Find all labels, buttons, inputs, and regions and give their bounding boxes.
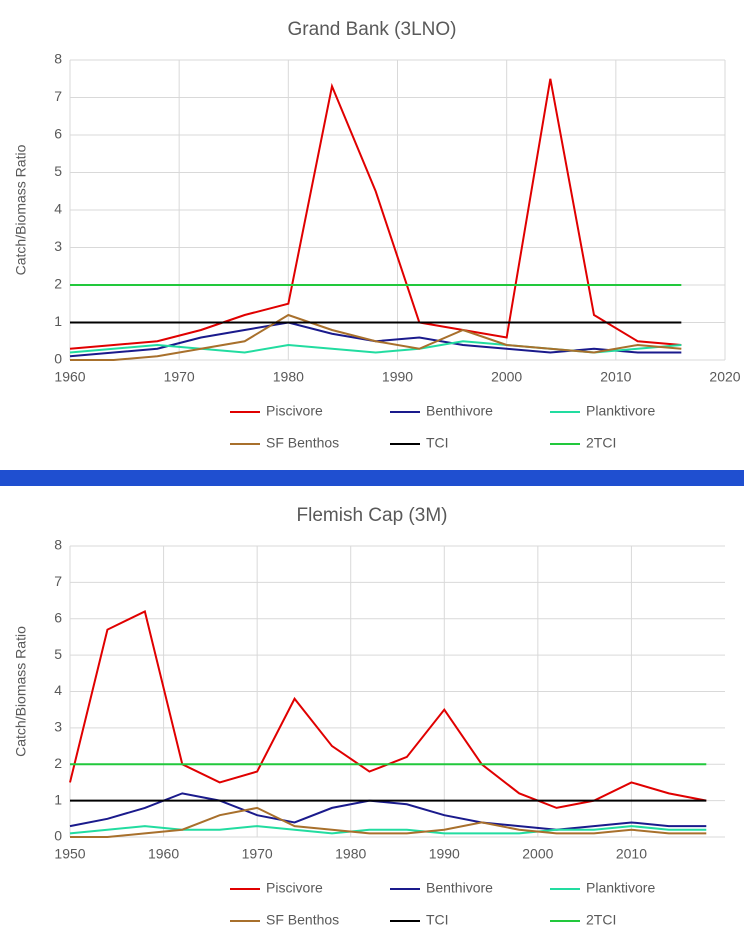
chart-title: Grand Bank (3LNO) — [288, 19, 457, 40]
y-tick-label: 4 — [54, 682, 62, 698]
y-tick-label: 8 — [54, 537, 62, 553]
legend-label: SF Benthos — [266, 435, 339, 451]
y-tick-label: 7 — [54, 573, 62, 589]
y-tick-label: 6 — [54, 609, 62, 625]
y-tick-label: 5 — [54, 646, 62, 662]
y-axis-label: Catch/Biomass Ratio — [13, 626, 29, 757]
y-tick-label: 1 — [54, 791, 62, 807]
x-tick-label: 2020 — [709, 369, 740, 385]
legend-label: Benthivore — [426, 880, 493, 896]
chart-title: Flemish Cap (3M) — [297, 505, 448, 526]
y-tick-label: 8 — [54, 51, 62, 67]
x-tick-label: 1960 — [148, 846, 179, 862]
legend-label: TCI — [426, 435, 449, 451]
legend-label: SF Benthos — [266, 912, 339, 928]
y-tick-label: 5 — [54, 163, 62, 179]
y-tick-label: 1 — [54, 313, 62, 329]
x-tick-label: 1980 — [273, 369, 304, 385]
y-tick-label: 3 — [54, 238, 62, 254]
x-tick-label: 2010 — [600, 369, 631, 385]
series-line — [69, 792, 707, 831]
series-line — [70, 313, 682, 361]
chart-panel: Grand Bank (3LNO) Catch/Biomass Ratio 0 1 2 3… — [0, 0, 744, 470]
x-tick-label: 1960 — [54, 369, 85, 385]
y-tick-label: 2 — [54, 276, 62, 292]
series-line — [69, 825, 707, 835]
x-tick-label: 1990 — [382, 369, 413, 385]
legend-label: Piscivore — [266, 880, 323, 896]
y-axis-label: Catch/Biomass Ratio — [13, 144, 29, 275]
x-tick-label: 2000 — [522, 846, 553, 862]
y-tick-label: 6 — [54, 126, 62, 142]
y-tick-label: 4 — [54, 201, 62, 217]
x-tick-label: 2010 — [616, 846, 647, 862]
series-line — [69, 78, 682, 350]
legend-label: TCI — [426, 912, 449, 928]
legend-label: Piscivore — [266, 403, 323, 419]
y-tick-label: 7 — [54, 88, 62, 104]
x-tick-label: 1980 — [335, 846, 366, 862]
legend-label: Benthivore — [426, 403, 493, 419]
y-tick-label: 3 — [54, 719, 62, 735]
y-tick-label: 2 — [54, 755, 62, 771]
x-tick-label: 2000 — [491, 369, 522, 385]
series-line — [70, 806, 707, 838]
x-tick-label: 1970 — [242, 846, 273, 862]
legend-label: Planktivore — [586, 403, 655, 419]
x-tick-label: 1990 — [429, 846, 460, 862]
y-tick-label: 0 — [54, 351, 62, 367]
y-tick-label: 0 — [54, 828, 62, 844]
series-line — [69, 610, 707, 809]
legend-label: 2TCI — [586, 912, 616, 928]
x-tick-label: 1970 — [164, 369, 195, 385]
legend-label: 2TCI — [586, 435, 616, 451]
x-tick-label: 1950 — [54, 846, 85, 862]
chart-panel: Flemish Cap (3M) Catch/Biomass Ratio 0 1 2 3 4… — [0, 486, 744, 947]
legend-label: Planktivore — [586, 880, 655, 896]
